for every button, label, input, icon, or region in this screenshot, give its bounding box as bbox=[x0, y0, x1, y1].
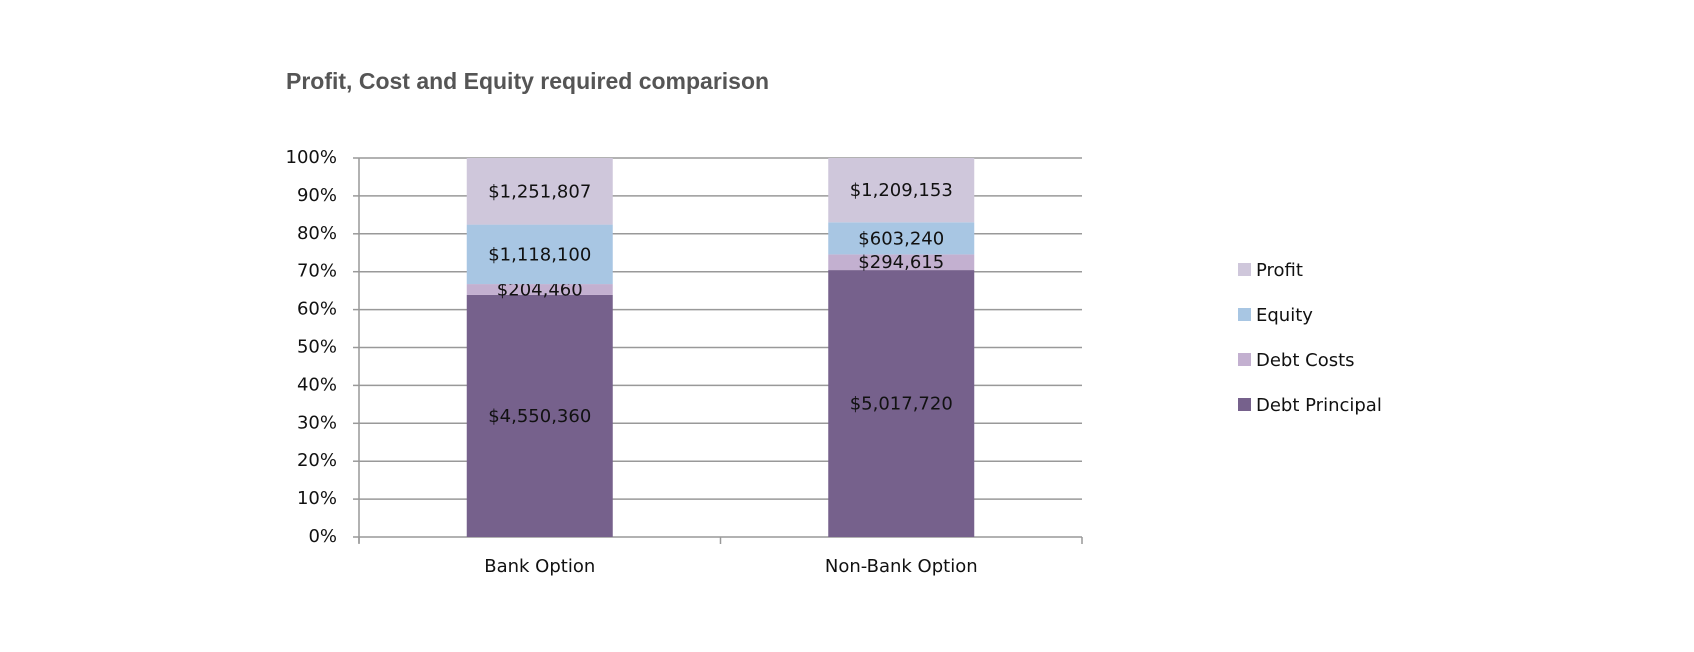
y-tick-label: 50% bbox=[297, 337, 337, 358]
y-tick-label: 80% bbox=[297, 223, 337, 244]
y-tick-label: 100% bbox=[286, 147, 337, 168]
bar-segment bbox=[466, 284, 613, 295]
bar-segment bbox=[828, 270, 975, 537]
legend-swatch bbox=[1238, 353, 1251, 366]
data-label: $294,615 bbox=[858, 252, 944, 273]
bar-segment bbox=[828, 158, 975, 223]
legend-swatch bbox=[1238, 308, 1251, 321]
x-tick-label: Non-Bank Option bbox=[825, 556, 978, 577]
legend-label: Profit bbox=[1256, 260, 1303, 281]
x-tick-label: Bank Option bbox=[484, 556, 595, 577]
y-tick-label: 20% bbox=[297, 450, 337, 471]
y-tick-label: 10% bbox=[297, 488, 337, 509]
data-label: $1,209,153 bbox=[850, 180, 953, 201]
legend-label: Debt Principal bbox=[1256, 395, 1382, 416]
bar-segment bbox=[828, 222, 975, 255]
data-label: $1,251,807 bbox=[488, 181, 591, 202]
y-tick-label: 30% bbox=[297, 412, 337, 433]
bar-segment bbox=[466, 158, 613, 225]
y-tick-label: 90% bbox=[297, 185, 337, 206]
legend-label: Debt Costs bbox=[1256, 350, 1355, 371]
legend-swatch bbox=[1238, 263, 1251, 276]
bar-segment bbox=[466, 224, 613, 285]
y-tick-label: 60% bbox=[297, 299, 337, 320]
chart-title: Profit, Cost and Equity required compari… bbox=[286, 68, 769, 94]
legend-label: Equity bbox=[1256, 305, 1313, 326]
data-label: $5,017,720 bbox=[850, 394, 953, 415]
data-label: $204,460 bbox=[497, 280, 583, 301]
data-label: $4,550,360 bbox=[488, 406, 591, 427]
legend-swatch bbox=[1238, 398, 1251, 411]
y-tick-label: 40% bbox=[297, 374, 337, 395]
bar-segment bbox=[828, 254, 975, 271]
y-tick-label: 0% bbox=[308, 526, 337, 547]
data-label: $1,118,100 bbox=[488, 244, 591, 265]
y-tick-label: 70% bbox=[297, 261, 337, 282]
data-label: $603,240 bbox=[858, 228, 944, 249]
bar-segment bbox=[466, 294, 613, 537]
